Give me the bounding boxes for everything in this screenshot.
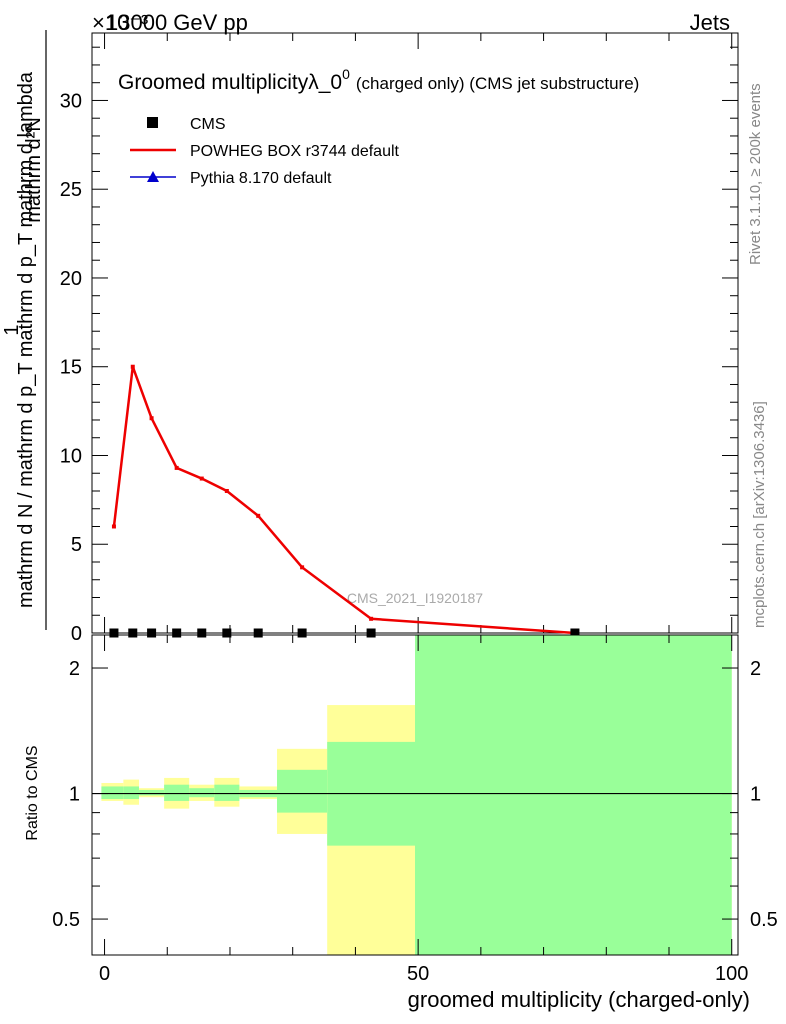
ratio-band-green <box>139 789 165 796</box>
plot-title-main: Groomed multiplicityλ_0 <box>118 71 342 94</box>
main-y-tick-label: 20 <box>60 268 82 290</box>
ratio-bands <box>92 635 738 955</box>
cms-point <box>222 628 232 638</box>
rivet-version-label: Rivet 3.1.10, ≥ 200k events <box>747 83 764 265</box>
legend: CMS POWHEG BOX r3744 default Pythia 8.17… <box>130 116 400 187</box>
powheg-point <box>149 416 154 421</box>
powheg-point <box>256 513 261 518</box>
exponent-marker: ×10⁻³ <box>92 10 148 35</box>
ratio-y-axis-label: Ratio to CMS <box>24 745 41 840</box>
cms-point <box>172 628 182 638</box>
legend-label-pythia: Pythia 8.170 default <box>190 170 332 187</box>
powheg-point <box>224 488 229 493</box>
cms-point <box>128 628 138 638</box>
mcplots-label: mcplots.cern.ch [arXiv:1306.3436] <box>751 401 768 628</box>
plot-title-superscript: 0 <box>342 66 350 82</box>
powheg-point <box>111 524 116 529</box>
ratio-frame <box>91 634 739 956</box>
powheg-point <box>369 616 374 621</box>
energy-label: 13000 GeV pp <box>106 10 248 35</box>
ratio-y-tick-label: 1 <box>69 784 80 806</box>
cms-point <box>147 628 157 638</box>
powheg-line <box>112 366 576 635</box>
cms-point <box>570 628 580 638</box>
powheg-point <box>300 565 305 570</box>
main-y-tick-label: 30 <box>60 90 82 112</box>
y-label-one: 1 <box>1 324 23 335</box>
main-y-tick-label: 25 <box>60 179 82 201</box>
ratio-y-tick-label-right: 2 <box>750 658 761 680</box>
cms-point <box>253 628 263 638</box>
cms-point <box>297 628 307 638</box>
powheg-point <box>174 465 179 470</box>
main-y-tick-label: 10 <box>60 445 82 467</box>
ratio-band-green <box>164 784 190 801</box>
ratio-x-ticks: 0 50 100 <box>99 635 748 985</box>
main-y-tick-label: 5 <box>71 534 82 556</box>
legend-label-cms: CMS <box>190 116 226 133</box>
plot-title: Groomed multiplicityλ_00 (charged only) (… <box>118 66 639 94</box>
ratio-band-green <box>415 635 732 955</box>
ratio-y-tick-label: 0.5 <box>52 909 80 931</box>
legend-marker-pythia <box>147 171 159 182</box>
main-y-axis-label: mathrm d²N 1 mathrm d N / mathrm d p_T m… <box>1 30 47 630</box>
cms-point <box>109 628 119 638</box>
x-tick-label: 0 <box>99 963 110 985</box>
process-label: Jets <box>690 10 730 35</box>
main-series <box>109 364 580 638</box>
ratio-y-tick-label: 2 <box>69 658 80 680</box>
x-tick-label: 50 <box>407 963 429 985</box>
main-x-ticks <box>104 33 733 633</box>
ratio-band-green <box>123 786 140 800</box>
powheg-point <box>199 476 204 481</box>
cms-point <box>197 628 207 638</box>
ratio-y-tick-label-right: 0.5 <box>750 909 778 931</box>
legend-label-powheg: POWHEG BOX r3744 default <box>190 143 400 160</box>
main-panel: 0 5 10 15 20 25 30 CMS_2021_I1920187 Groomed m… <box>60 32 739 645</box>
main-y-tick-label: 15 <box>60 357 82 379</box>
ratio-band-green <box>101 786 124 800</box>
legend-marker-cms <box>147 117 158 128</box>
x-tick-label: 100 <box>715 963 748 985</box>
analysis-watermark: CMS_2021_I1920187 <box>347 590 483 606</box>
cms-point <box>366 628 376 638</box>
ratio-band-green <box>189 788 215 798</box>
main-frame <box>91 32 739 634</box>
ratio-band-green <box>277 769 328 813</box>
ratio-band-green <box>214 784 240 801</box>
main-y-tick-label: 0 <box>71 623 82 645</box>
x-axis-label: groomed multiplicity (charged-only) <box>408 987 750 1012</box>
y-label-numerator: mathrm d²N <box>23 117 45 223</box>
y-label-denominator: mathrm d N / mathrm d p_T mathrm d p_T m… <box>15 71 37 608</box>
ratio-panel: 0.5 0.5 1 1 2 2 0 50 100 <box>52 634 778 985</box>
ratio-y-ticks: 0.5 0.5 1 1 2 2 <box>52 658 778 931</box>
ratio-y-tick-label-right: 1 <box>750 784 761 806</box>
main-y-ticks: 0 5 10 15 20 25 30 <box>60 46 738 645</box>
plot-title-suffix: (charged only) (CMS jet substructure) <box>356 74 639 93</box>
powheg-point <box>130 364 135 369</box>
